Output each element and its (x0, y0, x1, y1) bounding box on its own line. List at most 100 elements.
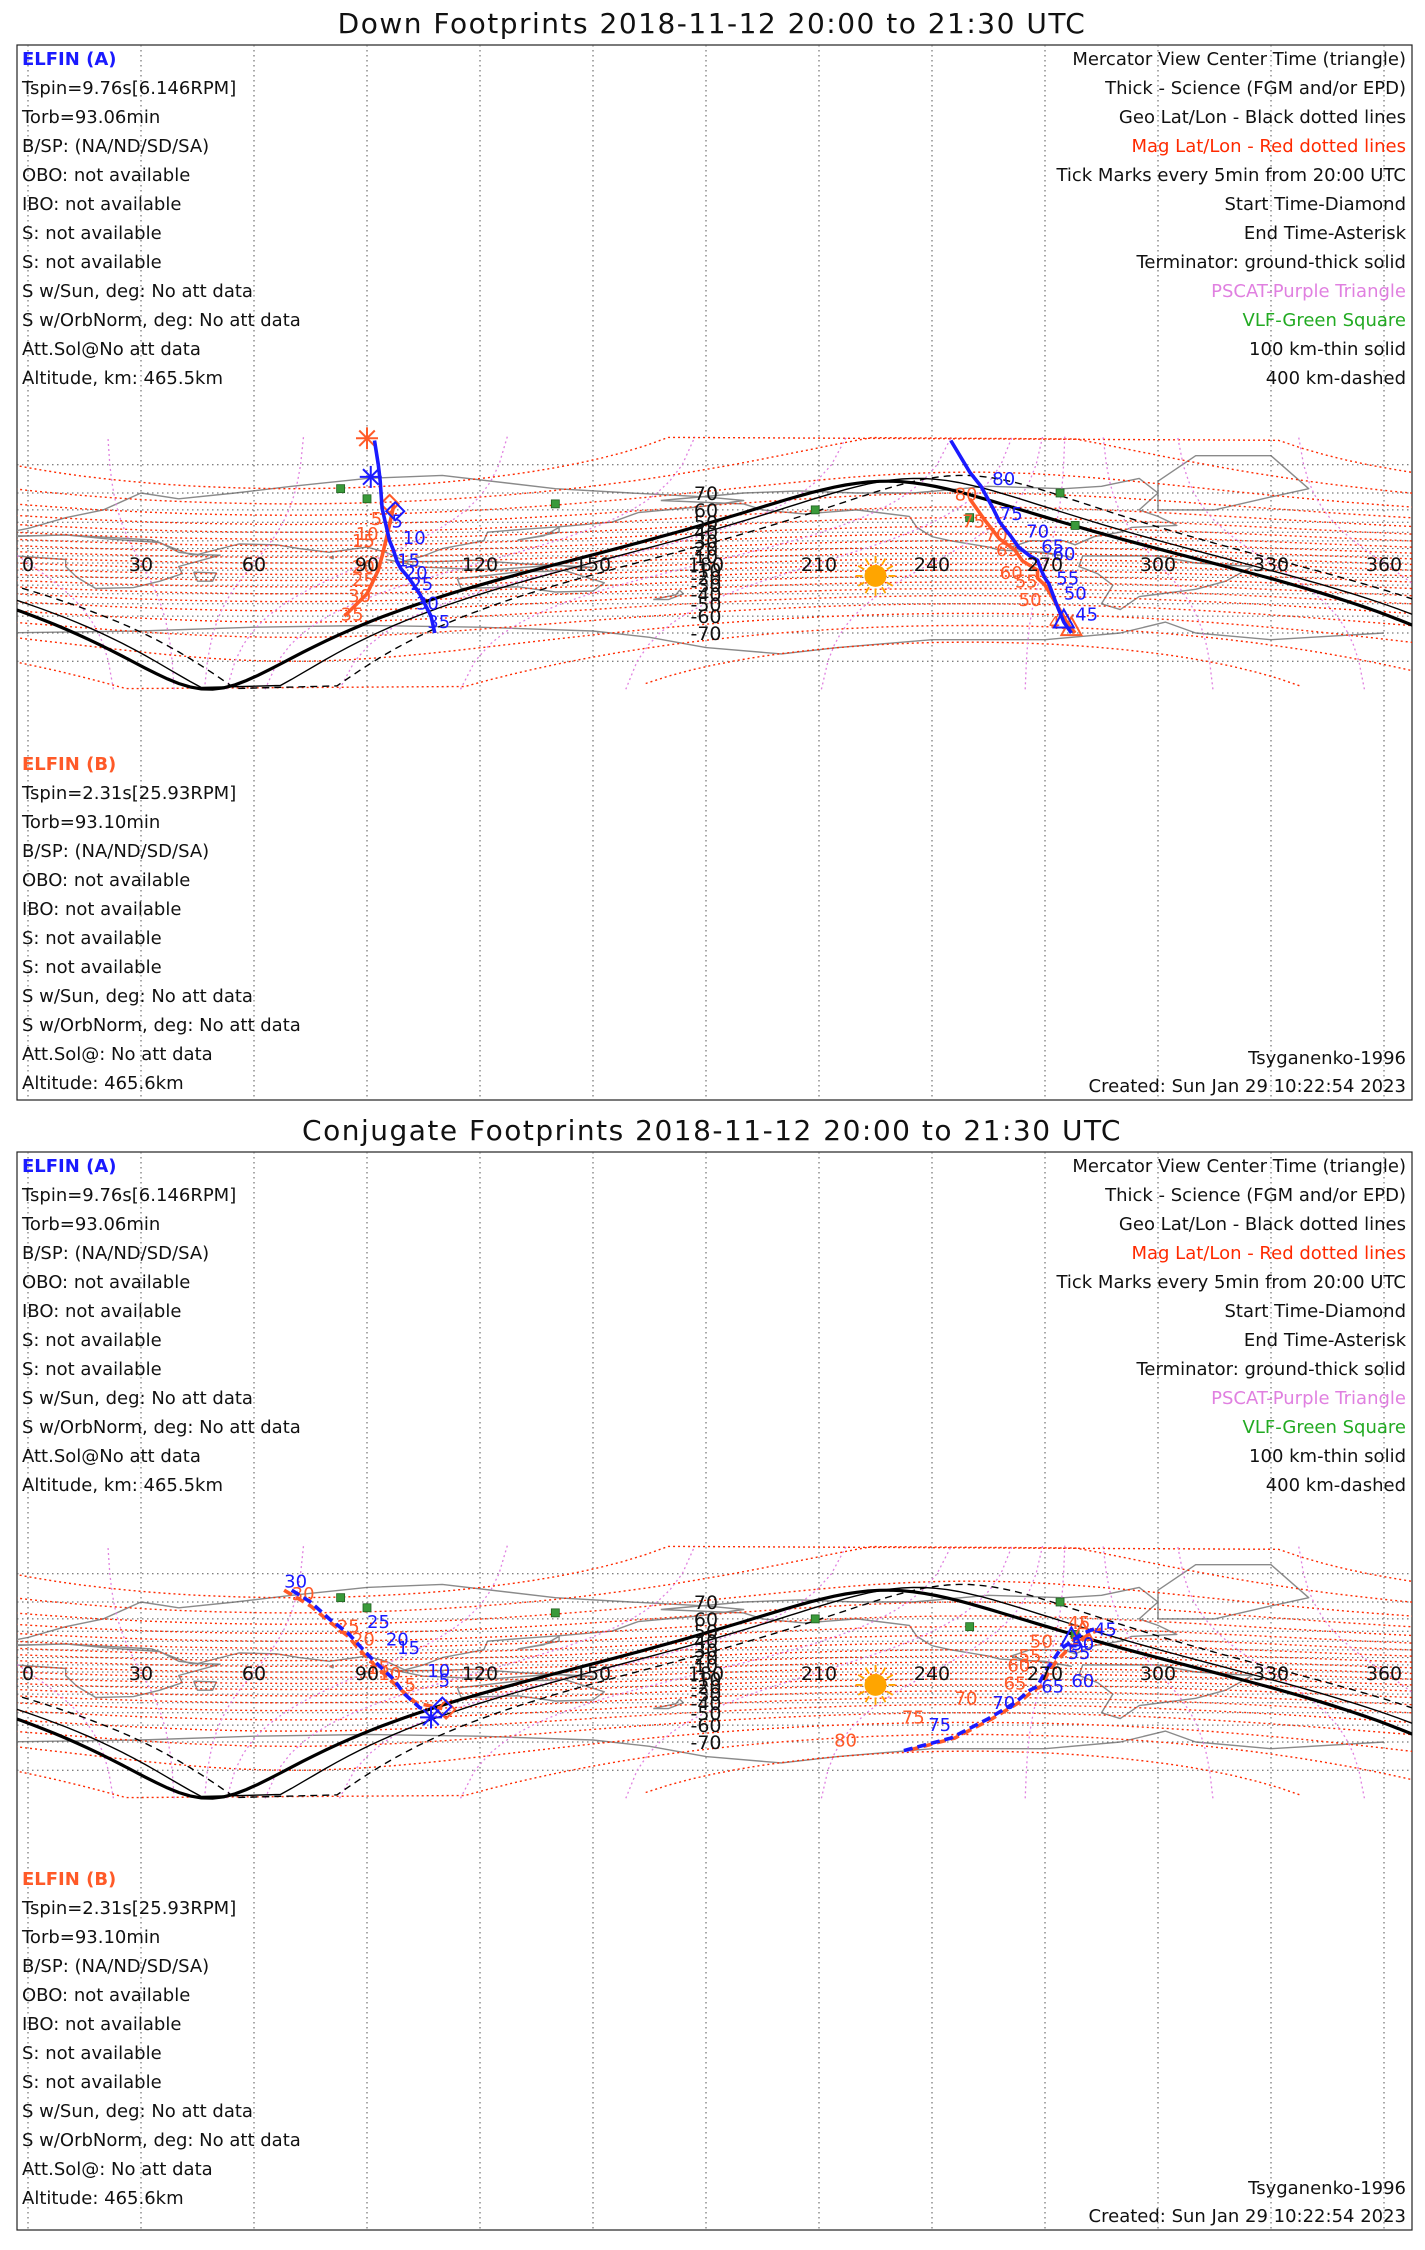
legend-item: Tick Marks every 5min from 20:00 UTC (1055, 1272, 1406, 1293)
track-tick-label: 70 (1026, 522, 1049, 543)
legend-item: End Time-Asterisk (1244, 1330, 1407, 1351)
created-label: Created: Sun Jan 29 10:22:54 2023 (1089, 1076, 1406, 1097)
coastline (1157, 455, 1310, 511)
lon-tick-label: 360 (1366, 1663, 1402, 1685)
panel-title: Conjugate Footprints 2018-11-12 20:00 to… (302, 1114, 1122, 1147)
vlf-square-icon (1055, 1597, 1065, 1607)
elfin-a-info-line: OBO: not available (22, 1272, 190, 1293)
elfin-b-info-line: S w/Sun, deg: No att data (22, 2101, 253, 2122)
mag-lon-grid (17, 1545, 1412, 1799)
lon-tick-label: 330 (1253, 554, 1289, 576)
elfin-b-info-line: Att.Sol@: No att data (22, 2159, 213, 2180)
coastline (193, 1680, 217, 1691)
lat-tick-label: -40 (690, 1693, 721, 1715)
elfin-a-info-line: Tspin=9.76s[6.146RPM] (21, 1185, 236, 1206)
panel-frame (16, 1151, 1413, 2231)
sun-ray (864, 1695, 870, 1703)
mag-lat-line (17, 1642, 1412, 1662)
diamond-start-icon (384, 500, 406, 522)
track-tick-label: 15 (352, 531, 375, 552)
lat-tick-label: -60 (690, 606, 721, 628)
mag-lat-line (17, 624, 1412, 690)
track-tick-label: 35 (427, 612, 450, 633)
sun-ray (864, 558, 870, 566)
lon-tick-label: 150 (575, 554, 611, 576)
track-tick-label: 80 (834, 1730, 857, 1751)
elfin-b-info-line: S w/Sun, deg: No att data (22, 986, 253, 1007)
panel-title: Down Footprints 2018-11-12 20:00 to 21:3… (338, 7, 1087, 40)
track-tick-label: 25 (337, 1616, 360, 1637)
elfin-b-info-line: S: not available (22, 2072, 162, 2093)
elfin-b-info-line: S w/OrbNorm, deg: No att data (22, 2130, 301, 2151)
terminator (17, 474, 1412, 691)
lat-tick-label: -50 (690, 594, 721, 616)
sun-ray (857, 1674, 865, 1680)
lat-tick-label: 60 (694, 1609, 718, 1631)
legend-item: PSCAT-Purple Triangle (1211, 1388, 1406, 1409)
track-tick-label: 65 (1004, 1673, 1027, 1694)
elfin-a-info-line: Torb=93.06min (21, 107, 160, 128)
track-tick-label: 75 (928, 1715, 951, 1736)
mag-lat-line (17, 563, 1412, 582)
track-tick-label: 55 (1056, 568, 1079, 589)
elfin-a-info-line: Att.Sol@No att data (22, 1446, 201, 1467)
track-line (949, 439, 1073, 635)
sun-ray (857, 565, 865, 571)
legend-item: Start Time-Diamond (1224, 194, 1406, 215)
vlf-square-icon (1055, 488, 1065, 498)
track-tick-label: 30 (416, 594, 439, 615)
elfin-a-info-line: Att.Sol@No att data (22, 339, 201, 360)
sun-ray (857, 1690, 865, 1696)
mag-lat-line (645, 1750, 1302, 1796)
lat-tick-label: -50 (690, 1703, 721, 1725)
lon-tick-label: 0 (22, 1663, 34, 1685)
down-footprints-panel: Down Footprints 2018-11-12 20:00 to 21:3… (16, 7, 1413, 1101)
elfin-info-blocks: ELFIN (A) Tspin=9.76s[6.146RPM] Torb=93.06… (21, 49, 301, 1094)
vlf-square-icon (550, 1608, 560, 1618)
mag-lat-line (17, 1649, 1412, 1668)
sun-ray (886, 565, 894, 571)
mag-lon-line (107, 436, 175, 690)
legend-item: Terminator: ground-thick solid (1135, 1359, 1406, 1380)
track-tick-label: 60 (1053, 544, 1076, 565)
mag-lat-line (17, 1545, 1412, 1599)
track-tick-label: 75 (902, 1708, 925, 1729)
vlf-square-icon (362, 1603, 372, 1613)
elfin-a-title: ELFIN (A) (22, 49, 116, 70)
legend-item: Mag Lat/Lon - Red dotted lines (1131, 136, 1406, 157)
track-tick-label: 45 (1094, 1619, 1117, 1640)
lat-tick-label: 20 (694, 1648, 718, 1670)
track-tick-label: 5 (405, 1675, 416, 1696)
terminator-100km (17, 1586, 1412, 1798)
track-tick-label: 10 (356, 524, 379, 545)
elfin-a-info-line: S: not available (22, 1359, 162, 1380)
created-label: Created: Sun Jan 29 10:22:54 2023 (1089, 2206, 1406, 2227)
lat-tick-label: -70 (690, 1732, 721, 1754)
elfin-a-info-line: B/SP: (NA/ND/SD/SA) (22, 1243, 209, 1264)
legend-item: 400 km-dashed (1266, 1475, 1406, 1496)
asterisk-stroke (422, 1708, 440, 1726)
mag-lat-line (17, 533, 1412, 553)
track-tick-label: 5 (439, 1670, 450, 1691)
lon-tick-label: 120 (462, 554, 498, 576)
mag-lon-line (459, 436, 953, 690)
coastline (517, 1635, 560, 1650)
legend: Mercator View Center Time (triangle) Thic… (1055, 49, 1406, 389)
elfin-b-info-line: Altitude: 465.6km (22, 1073, 184, 1094)
vlf-square-icon (336, 484, 346, 494)
lat-tick-label: 10 (694, 546, 718, 568)
elfin-a-info-line: IBO: not available (22, 1301, 181, 1322)
elfin-b-info-line: B/SP: (NA/ND/SD/SA) (22, 1956, 209, 1977)
elfin-b-info-line: Altitude: 465.6km (22, 2188, 184, 2209)
legend-item: Mag Lat/Lon - Red dotted lines (1131, 1243, 1406, 1264)
coastline (456, 569, 605, 593)
lon-tick-label: 30 (129, 554, 153, 576)
sun-disk (864, 564, 887, 587)
coastline (17, 534, 221, 590)
mag-lon-line (264, 1545, 696, 1799)
lon-tick-label: 270 (1027, 554, 1063, 576)
track-tick-label: 25 (410, 574, 433, 595)
elfin-info-blocks: ELFIN (A) Tspin=9.76s[6.146RPM] Torb=93.06… (21, 1156, 301, 2209)
